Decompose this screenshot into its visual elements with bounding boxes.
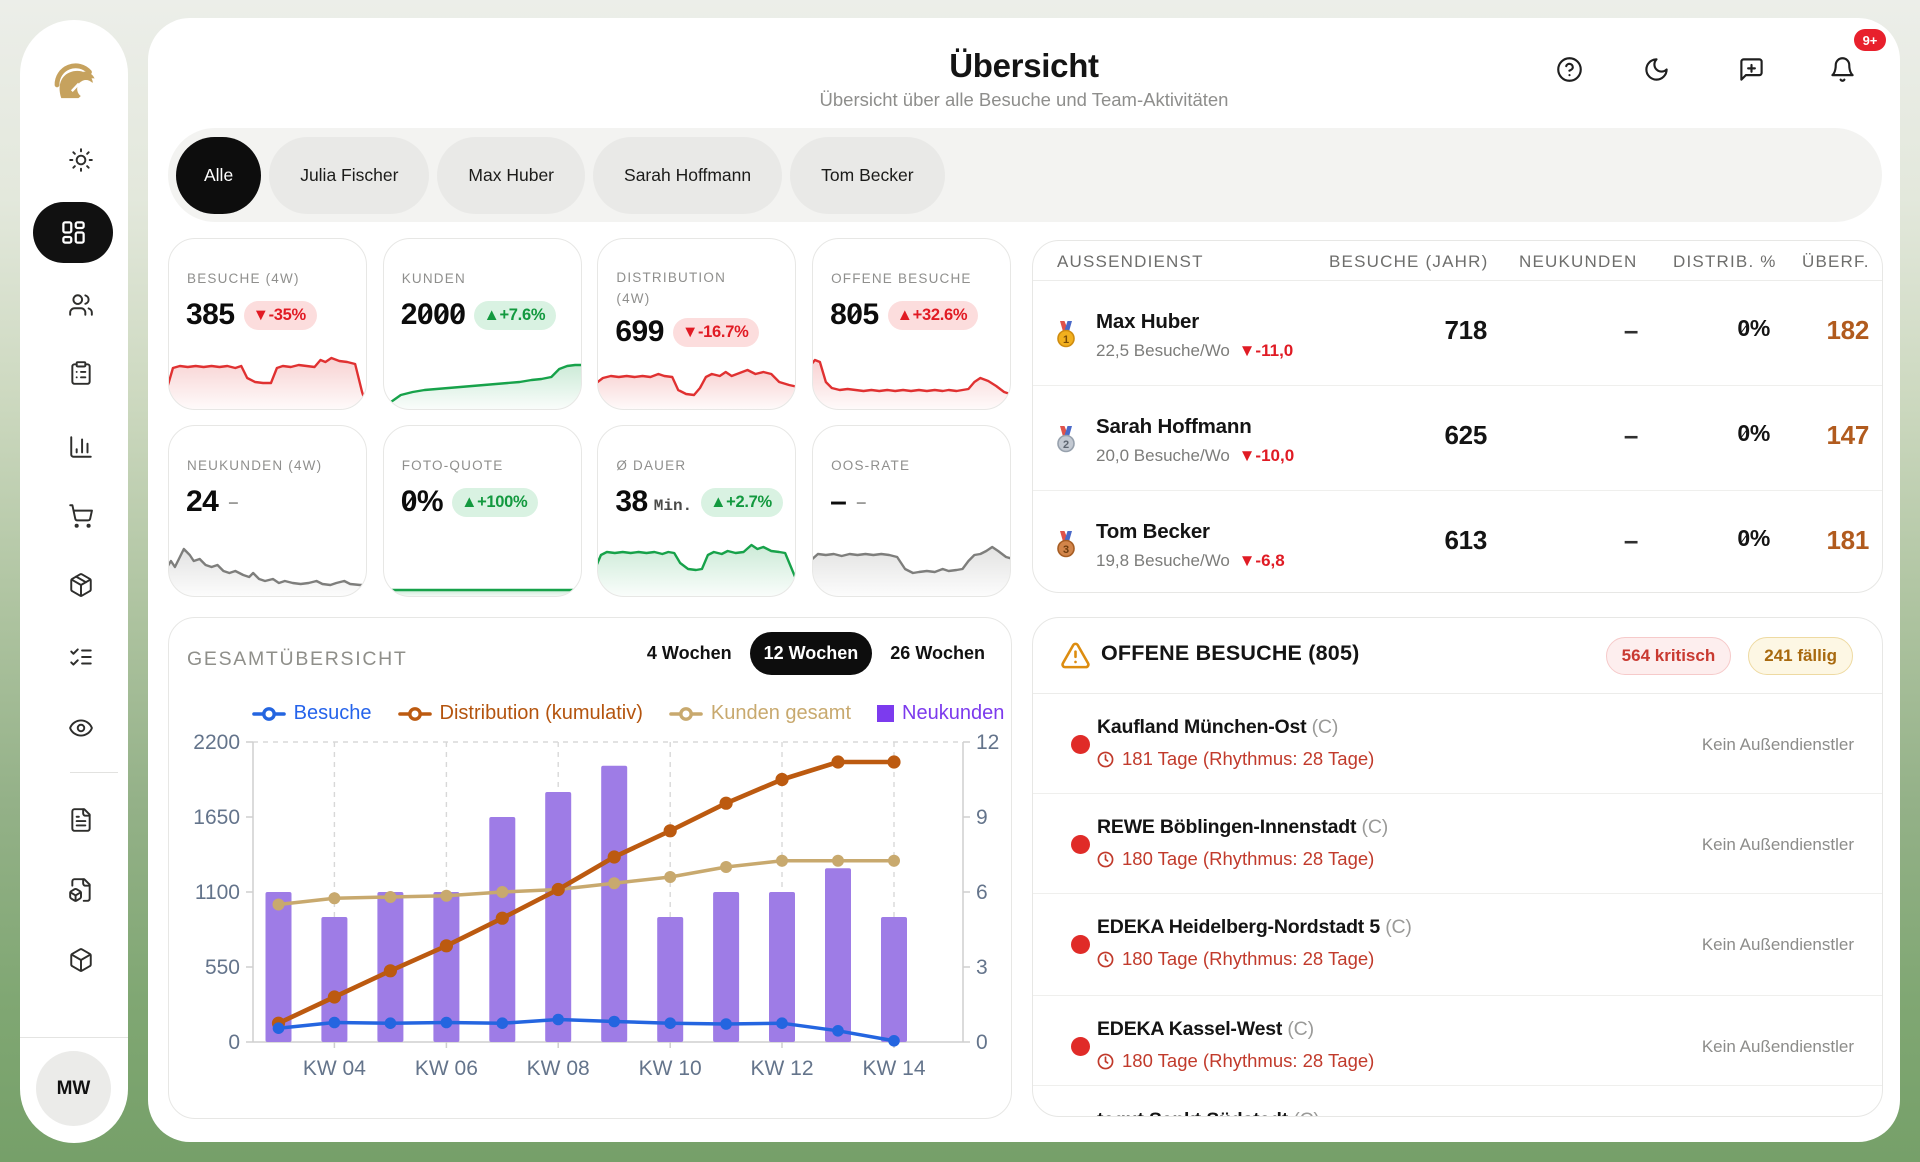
svg-text:550: 550 — [205, 956, 240, 979]
svg-text:KW 04: KW 04 — [303, 1057, 366, 1080]
svg-text:0: 0 — [228, 1031, 240, 1054]
svg-text:2200: 2200 — [193, 731, 240, 754]
svg-text:KW 06: KW 06 — [415, 1057, 478, 1080]
svg-text:3: 3 — [976, 956, 988, 979]
svg-text:KW 10: KW 10 — [639, 1057, 702, 1080]
svg-text:3: 3 — [1063, 544, 1069, 556]
svg-text:6: 6 — [976, 881, 988, 904]
svg-text:KW 14: KW 14 — [862, 1057, 925, 1080]
svg-text:KW 08: KW 08 — [527, 1057, 590, 1080]
svg-text:9: 9 — [976, 806, 988, 829]
svg-text:2: 2 — [1063, 439, 1069, 451]
svg-text:1650: 1650 — [193, 806, 240, 829]
svg-text:KW 12: KW 12 — [750, 1057, 813, 1080]
svg-text:1100: 1100 — [195, 881, 240, 904]
svg-text:12: 12 — [976, 731, 999, 754]
svg-text:1: 1 — [1063, 334, 1069, 346]
svg-text:0: 0 — [976, 1031, 988, 1054]
